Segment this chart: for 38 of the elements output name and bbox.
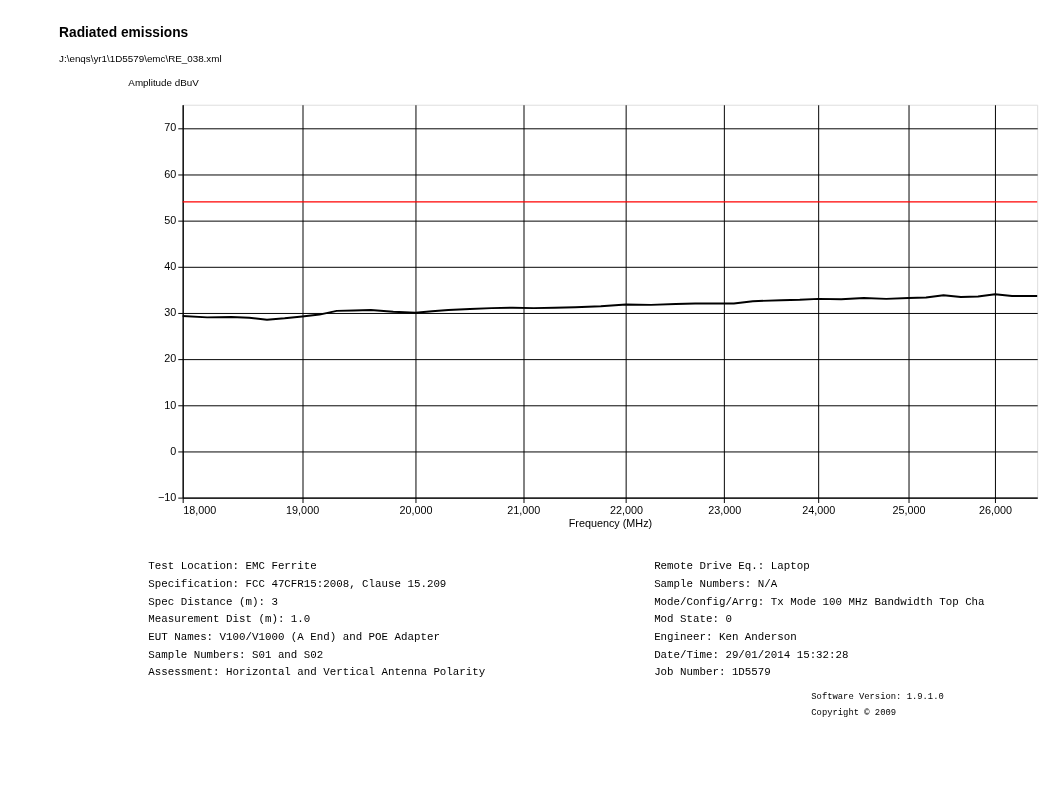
y-tick-label: 50 [164, 213, 177, 226]
x-tick-label: 25,000 [892, 503, 926, 516]
y-tick-label: 30 [164, 306, 177, 319]
text: Specification: FCC 47CFR15:2008, Clause 15.209 [148, 578, 447, 590]
chart-subtitle: J:\enqs\yr1\1D5579\emc\RE_038.xml [59, 52, 222, 64]
x-tick-label: 20,000 [399, 503, 433, 516]
text: Job Number: 1D5579 [654, 666, 771, 679]
text: Assessment: Horizontal and Vertical Antenna Polarity [148, 666, 486, 679]
y-tick-label: 0 [170, 444, 177, 457]
y-tick-label: 10 [164, 398, 177, 411]
text: Mod State: 0 [654, 613, 732, 626]
chart-title: Radiated emissions [59, 24, 189, 40]
text: Sample Numbers: S01 and S02 [148, 648, 324, 661]
x-tick-label: 26,000 [979, 503, 1013, 516]
y-axis-title: Amplitude dBuV [128, 76, 200, 88]
text: Mode/Config/Arrg: Tx Mode 100 MHz Bandwidth Top Cha [654, 595, 986, 608]
text: EUT Names: V100/V1000 (A End) and POE Adapter [148, 631, 440, 644]
text: Software Version: 1.9.1.0 [811, 691, 944, 702]
text: Sample Numbers: N/A [654, 578, 778, 590]
x-tick-label: 24,000 [802, 503, 836, 516]
y-tick-label: 20 [164, 352, 177, 365]
text: Remote Drive Eq.: Laptop [654, 560, 810, 573]
x-tick-label: 19,000 [286, 503, 320, 516]
x-tick-label: 18,000 [183, 503, 217, 516]
x-tick-label: 23,000 [708, 503, 742, 516]
text: Engineer: Ken Anderson [654, 631, 797, 644]
x-axis-title: Frequency (MHz) [568, 516, 653, 529]
y-tick-label: −10 [157, 491, 177, 504]
text: Copyright © 2009 [811, 707, 897, 718]
x-tick-label: 21,000 [507, 503, 541, 516]
y-tick-label: 60 [164, 167, 177, 180]
text: Date/Time: 29/01/2014 15:32:28 [654, 648, 849, 661]
y-tick-label: 70 [164, 121, 177, 134]
y-tick-label: 40 [164, 259, 177, 272]
text: Test Location: EMC Ferrite [148, 560, 317, 573]
text: Spec Distance (m): 3 [148, 595, 278, 608]
x-tick-label: 22,000 [610, 503, 644, 516]
text: Measurement Dist (m): 1.0 [148, 613, 311, 626]
